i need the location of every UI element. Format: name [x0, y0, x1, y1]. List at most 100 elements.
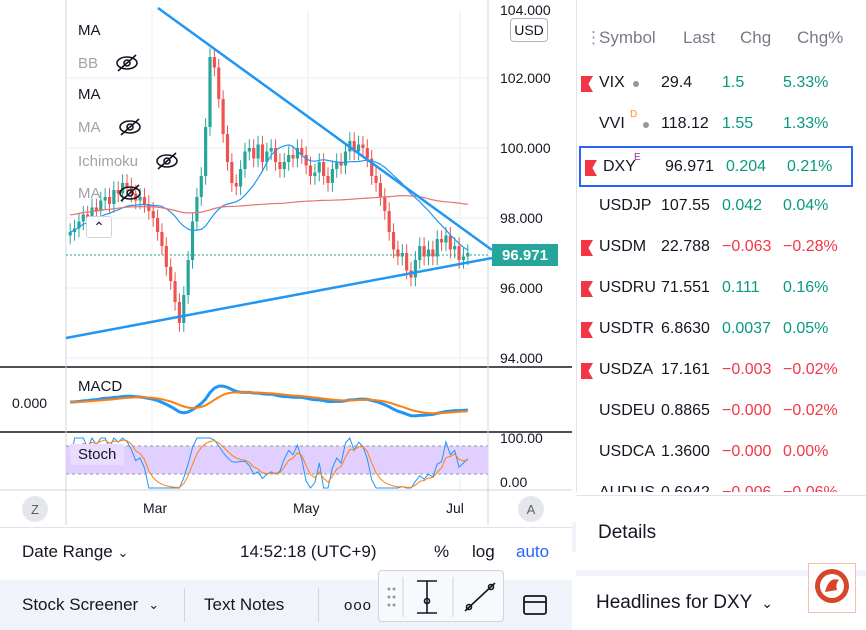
candle-body [343, 151, 348, 166]
text-notes-tab[interactable]: Text Notes [204, 595, 285, 614]
upper-trendline [157, 6, 493, 252]
indicator-ma-3[interactable]: MA [78, 118, 143, 136]
eye-off-icon[interactable] [117, 118, 143, 136]
candle-body [247, 148, 251, 152]
log-toggle[interactable]: log [472, 542, 495, 561]
chg-percent-cell: 0.21% [787, 158, 833, 175]
ma-long-line [70, 194, 468, 216]
chg-percent-cell: −0.28% [783, 238, 838, 255]
candle-body [356, 144, 361, 152]
price-chart[interactable] [0, 0, 572, 525]
clock-display[interactable]: 14:52:18 (UTC+9) [240, 542, 377, 561]
watchlist-row[interactable]: AUDUS 0.6942 −0.006 −0.06% [577, 474, 866, 492]
candle-body [461, 256, 466, 260]
symbol-cell: VIX [599, 74, 625, 91]
candle-body [282, 162, 286, 169]
lower-trendline [65, 256, 493, 340]
indicator-bb[interactable]: BB [78, 54, 140, 72]
chg-cell: −0.000 [722, 443, 772, 460]
percent-toggle[interactable]: % [434, 542, 450, 561]
watchlist-row[interactable]: USDCA 1.3600 −0.000 0.00% [577, 433, 866, 474]
candle-body [383, 197, 387, 211]
last-column-header[interactable]: Last [683, 28, 716, 47]
currency-badge[interactable]: USD [510, 18, 548, 42]
chg-cell: 0.111 [722, 279, 760, 296]
drag-handle-icon[interactable]: ⋮ [585, 28, 602, 47]
indicator-ichimoku[interactable]: Ichimoku [78, 152, 180, 170]
candle-body [260, 144, 265, 162]
watchlist-row[interactable]: USDZA 17.161 −0.003 −0.02% [577, 351, 866, 392]
candle-body [378, 183, 383, 197]
footer-divider [184, 588, 185, 622]
eye-off-icon[interactable] [154, 152, 180, 170]
candle-body [418, 246, 422, 260]
indicator-ma-1[interactable]: MA [78, 22, 101, 39]
flag-icon[interactable] [581, 322, 593, 338]
chg-percent-cell: 5.33% [783, 74, 829, 91]
collapse-legend-button[interactable]: ⌃ [86, 216, 112, 238]
candle-body [273, 148, 278, 162]
chg-percent-column-header[interactable]: Chg% [797, 28, 844, 47]
auto-scale-button[interactable]: A [518, 496, 544, 522]
watchlist-row[interactable]: VIX 29.4 1.5 5.33% [577, 64, 866, 105]
headlines-title[interactable]: Headlines for DXY ⌄ [596, 592, 773, 614]
flag-icon[interactable] [581, 363, 593, 379]
candle-body [365, 148, 369, 159]
last-cell: 0.8865 [661, 402, 710, 419]
zoom-reset-button[interactable]: Z [22, 496, 48, 522]
flag-icon[interactable] [581, 76, 593, 92]
candle-body [230, 162, 234, 183]
details-panel[interactable]: Details [576, 495, 866, 565]
eye-off-icon[interactable] [117, 184, 143, 202]
symbol-column-header[interactable]: Symbol [599, 28, 656, 47]
chg-column-header[interactable]: Chg [740, 28, 772, 47]
watchlist-row[interactable]: USDTR 6.8630 0.0037 0.05% [577, 310, 866, 351]
indicator-ma-4[interactable]: MA [78, 184, 143, 202]
flag-icon[interactable] [581, 281, 593, 297]
candle-body [313, 172, 317, 176]
stock-screener-tab[interactable]: Stock Screener ⌄ [22, 580, 159, 630]
watchlist-row[interactable]: USDRU 71.551 0.111 0.16% [577, 269, 866, 310]
candle-body [317, 162, 321, 173]
stoch-title[interactable]: Stoch [70, 444, 125, 465]
symbol-cell: USDM [599, 238, 647, 255]
trend-line-tool-icon [464, 582, 496, 612]
flag-icon[interactable] [585, 160, 597, 176]
watchlist-row[interactable]: USDEU 0.8865 −0.000 −0.02% [577, 392, 866, 433]
symbol-cell: DXY [603, 158, 636, 175]
auto-toggle[interactable]: auto [516, 542, 550, 561]
watchlist-row[interactable]: USDJP 107.55 0.042 0.04% [577, 187, 866, 228]
candle-body [374, 176, 378, 183]
details-title[interactable]: Details [598, 522, 657, 543]
eye-off-icon[interactable] [114, 54, 140, 72]
candle-body [335, 162, 339, 169]
chart-panel[interactable]: USD 104.000 102.000 100.000 98.000 96.00… [0, 0, 572, 525]
symbol-cell: USDJP [599, 197, 652, 214]
chg-cell: 1.55 [722, 115, 754, 132]
date-range-button[interactable]: Date Range ⌄ [22, 542, 128, 562]
candle-body [225, 134, 230, 162]
price-axis-label: 104.000 [500, 2, 551, 18]
watchlist-header: ⋮ Symbol Last Chg Chg% [577, 26, 866, 54]
candle-body [155, 218, 160, 232]
more-button[interactable]: ooo [344, 596, 373, 614]
window-icon[interactable] [522, 580, 548, 630]
flag-icon[interactable] [581, 240, 593, 256]
watchlist-panel[interactable]: ⋮ Symbol Last Chg Chg% VIX 29.4 1.5 5.33% VV… [576, 0, 866, 492]
status-dot-icon [643, 122, 649, 128]
candle-body [68, 232, 72, 236]
macd-title[interactable]: MACD [78, 378, 123, 395]
candle-body [190, 221, 195, 260]
stoch-top-label: 100.00 [500, 430, 543, 446]
watchlist-row[interactable]: USDM 22.788 −0.063 −0.28% [577, 228, 866, 269]
candle-body [426, 249, 431, 257]
watchlist-row[interactable]: DXY E 96.971 0.204 0.21% [579, 146, 853, 187]
chg-percent-cell: 1.33% [783, 115, 829, 132]
candle-body [326, 176, 330, 183]
floating-drawing-toolbar [378, 570, 504, 622]
candle-body [405, 253, 409, 271]
indicator-label: MA [78, 118, 101, 136]
watchlist-row[interactable]: VVI D 118.12 1.55 1.33% [577, 105, 866, 146]
symbol-cell: USDCA [599, 443, 656, 460]
indicator-ma-2[interactable]: MA [78, 86, 101, 103]
